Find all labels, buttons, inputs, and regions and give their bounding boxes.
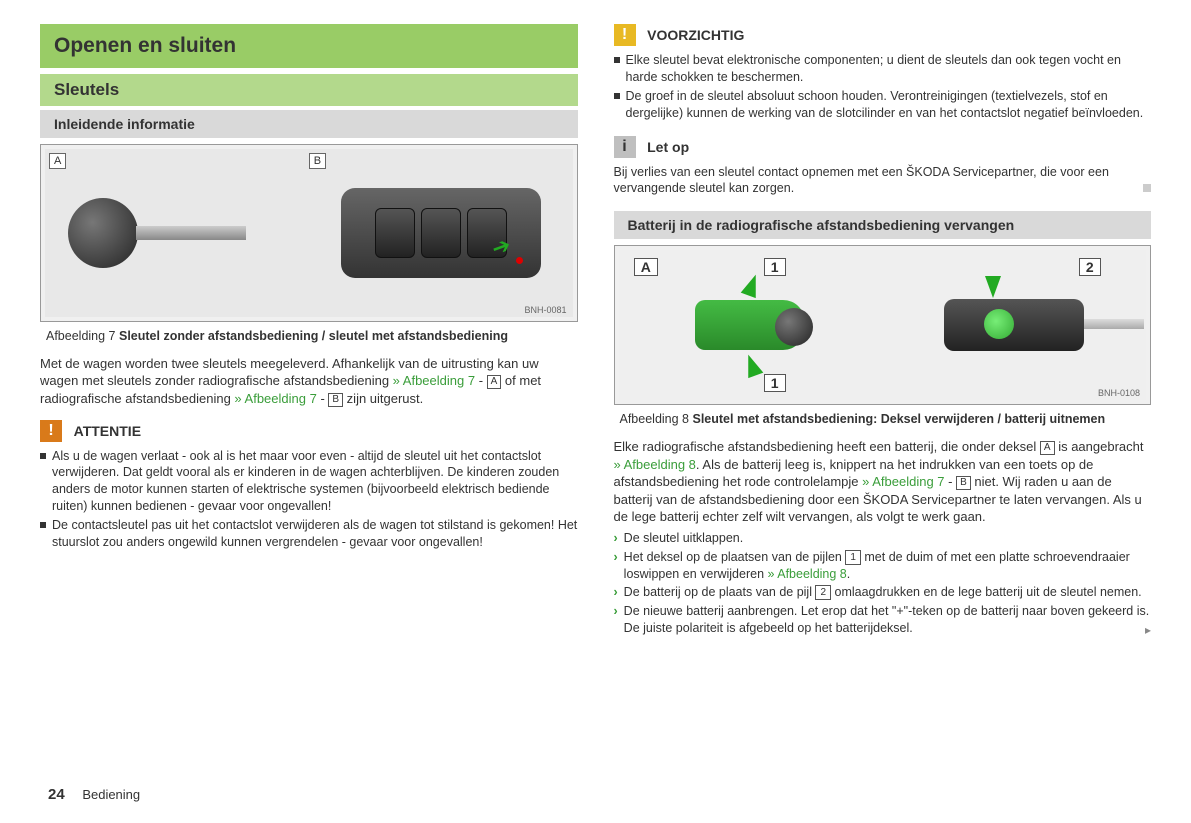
voorzichtig-body: Elke sleutel bevat elektronische compone… <box>614 52 1152 122</box>
letop-text: Bij verlies van een sleutel contact opne… <box>614 165 1109 196</box>
link-afb7-b[interactable]: » Afbeelding 7 <box>234 391 316 406</box>
bullet-icon <box>40 453 46 459</box>
p2d: - <box>945 474 957 489</box>
info-icon: i <box>614 136 636 158</box>
figure-8: A 1 1 2 BNH-0108 <box>614 245 1152 405</box>
box-a: A <box>487 375 502 389</box>
voorzichtig-title: VOORZICHTIG <box>647 27 744 43</box>
figure-8-image: A 1 1 2 BNH-0108 <box>619 250 1147 400</box>
section-name: Bediening <box>82 787 140 802</box>
chevron-icon: › <box>614 530 618 547</box>
p1b: - <box>475 373 487 388</box>
p1d: - <box>317 391 329 406</box>
fig8-label-2: 2 <box>1079 258 1101 276</box>
s2-box-1: 1 <box>845 550 861 565</box>
letop-title: Let op <box>647 139 689 155</box>
bullet-icon <box>614 93 620 99</box>
right-column: ! VOORZICHTIG Elke sleutel bevat elektro… <box>614 24 1152 640</box>
chevron-icon: › <box>614 549 618 583</box>
letop-callout: i Let op <box>614 136 1152 158</box>
link-afb7-c[interactable]: » Afbeelding 7 <box>862 474 944 489</box>
heading-h1: Openen en sluiten <box>40 24 578 68</box>
fig8-code: BNH-0108 <box>1098 388 1140 398</box>
letop-body: Bij verlies van een sleutel contact opne… <box>614 164 1152 198</box>
fig7-caption-prefix: Afbeelding 7 <box>46 329 116 343</box>
attentie-b1: Als u de wagen verlaat - ook al is het m… <box>52 448 578 516</box>
fig7-caption-bold: Sleutel zonder afstandsbediening / sleut… <box>119 329 508 343</box>
heading-h2: Sleutels <box>40 74 578 106</box>
p2-box-a: A <box>1040 441 1055 455</box>
p2b: is aangebracht <box>1055 439 1144 454</box>
fob-lock-icon <box>375 208 415 258</box>
figure-7: A B ➔ BNH-0081 <box>40 144 578 322</box>
heading-h3-left: Inleidende informatie <box>40 110 578 138</box>
fig7-code: BNH-0081 <box>524 305 566 315</box>
link-afb8-b[interactable]: » Afbeelding 8 <box>768 567 847 581</box>
s3b: omlaagdrukken en de lege batterij uit de… <box>831 585 1142 599</box>
page-footer: 24 Bediening <box>48 786 140 803</box>
key-with-remote-icon: ➔ <box>341 188 541 278</box>
chevron-icon: › <box>614 584 618 601</box>
heading-h3-right: Batterij in de radiografische afstandsbe… <box>614 211 1152 239</box>
box-b: B <box>328 393 343 407</box>
page-columns: Openen en sluiten Sleutels Inleidende in… <box>40 24 1151 640</box>
s2a: Het deksel op de plaatsen van de pijlen <box>624 550 846 564</box>
para-battery: Elke radiografische afstandsbediening he… <box>614 438 1152 526</box>
section-end-icon <box>1143 184 1151 192</box>
chevron-icon: › <box>614 603 618 638</box>
red-led-icon <box>516 257 523 264</box>
s3a: De batterij op de plaats van de pijl <box>624 585 816 599</box>
fig8-label-a: A <box>634 258 658 276</box>
continue-icon: ▸ <box>1145 622 1151 638</box>
steps-list: ›De sleutel uitklappen. ›Het deksel op d… <box>614 530 1152 639</box>
s4: De nieuwe batterij aanbrengen. Let erop … <box>624 604 1150 635</box>
battery-icon <box>984 309 1014 339</box>
caution-icon: ! <box>614 24 636 46</box>
voorzichtig-callout: ! VOORZICHTIG <box>614 24 1152 46</box>
s2c: . <box>847 567 850 581</box>
arrow-down-icon <box>741 272 764 298</box>
fig7-caption: Afbeelding 7 Sleutel zonder afstandsbedi… <box>40 326 578 355</box>
s3-box-2: 2 <box>815 585 831 600</box>
fig8-caption-bold: Sleutel met afstandsbediening: Deksel ve… <box>693 412 1106 426</box>
p2-box-b: B <box>956 476 971 490</box>
figure-7-image: A B ➔ BNH-0081 <box>45 149 573 317</box>
arrow-down-battery-icon <box>985 276 1001 298</box>
fig8-caption: Afbeelding 8 Sleutel met afstandsbedieni… <box>614 409 1152 438</box>
fig8-caption-prefix: Afbeelding 8 <box>620 412 690 426</box>
page-number: 24 <box>48 786 65 803</box>
voorz-b2: De groef in de sleutel absoluut schoon h… <box>626 88 1152 122</box>
warning-icon: ! <box>40 420 62 442</box>
attentie-title: ATTENTIE <box>74 423 141 439</box>
fig8-label-1a: 1 <box>764 258 786 276</box>
step4: De nieuwe batterij aanbrengen. Let erop … <box>624 603 1151 638</box>
link-afb8[interactable]: » Afbeelding 8 <box>614 457 696 472</box>
step1: De sleutel uitklappen. <box>624 530 744 547</box>
bullet-icon <box>614 57 620 63</box>
attentie-b2: De contactsleutel pas uit het contactslo… <box>52 517 578 551</box>
key-blade-icon <box>1084 319 1144 329</box>
bullet-icon <box>40 522 46 528</box>
p1e: zijn uitgerust. <box>343 391 423 406</box>
fob-trunk-icon <box>421 208 461 258</box>
link-afb7-a[interactable]: » Afbeelding 7 <box>393 373 475 388</box>
voorz-b1: Elke sleutel bevat elektronische compone… <box>626 52 1152 86</box>
left-column: Openen en sluiten Sleutels Inleidende in… <box>40 24 578 640</box>
step2: Het deksel op de plaatsen van de pijlen … <box>624 549 1151 583</box>
para-intro: Met de wagen worden twee sleutels meegel… <box>40 355 578 408</box>
attentie-body: Als u de wagen verlaat - ook al is het m… <box>40 448 578 551</box>
attentie-callout: ! ATTENTIE <box>40 420 578 442</box>
p2a: Elke radiografische afstandsbediening he… <box>614 439 1040 454</box>
key-open-icon <box>944 299 1084 351</box>
fig8-label-1b: 1 <box>764 374 786 392</box>
key-cover-icon <box>695 300 805 350</box>
key-without-remote-icon <box>68 198 138 268</box>
arrow-up-icon <box>741 352 764 378</box>
step3: De batterij op de plaats van de pijl 2 o… <box>624 584 1142 601</box>
